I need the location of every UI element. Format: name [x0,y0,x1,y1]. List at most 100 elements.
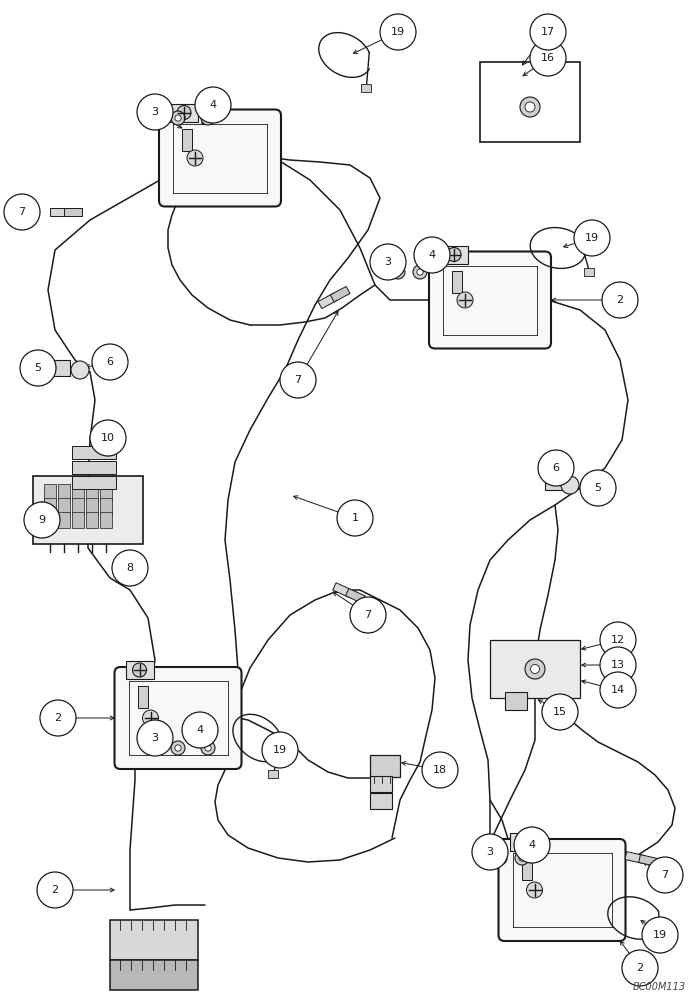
Circle shape [600,622,636,658]
Circle shape [447,247,461,261]
Circle shape [497,855,503,861]
Text: 17: 17 [541,27,555,37]
Text: 15: 15 [553,707,567,717]
Circle shape [417,269,423,275]
Circle shape [600,647,636,683]
Circle shape [530,14,566,50]
Circle shape [370,244,406,280]
Circle shape [530,664,539,674]
Circle shape [262,732,298,768]
Bar [86,512,98,528]
Bar [370,776,392,792]
Bar [50,360,70,376]
Text: 7: 7 [294,375,301,385]
Circle shape [413,265,427,279]
Bar [625,852,644,863]
Circle shape [525,659,545,679]
Bar [58,484,70,500]
Bar [58,512,70,528]
Circle shape [175,115,181,121]
Bar [110,960,198,990]
Text: 7: 7 [18,207,26,217]
Bar [657,943,667,951]
Circle shape [350,597,386,633]
Circle shape [201,111,215,125]
Bar [72,446,116,459]
Circle shape [182,712,218,748]
Text: BC00M113: BC00M113 [633,982,686,992]
Text: 6: 6 [106,357,113,367]
Circle shape [175,745,181,751]
Text: 5: 5 [35,363,42,373]
Bar [72,498,84,514]
Bar [72,476,116,489]
Bar [100,484,112,500]
Circle shape [205,115,211,121]
Text: 5: 5 [594,483,601,493]
Circle shape [530,40,566,76]
Circle shape [171,741,185,755]
Bar [86,484,98,500]
Bar [100,512,112,528]
Circle shape [642,917,678,953]
Circle shape [90,420,126,456]
Bar [452,270,462,292]
Bar [125,661,154,679]
Circle shape [561,476,579,494]
Text: 19: 19 [585,233,599,243]
Circle shape [516,835,530,849]
Text: 6: 6 [553,463,560,473]
Bar [182,128,192,150]
Circle shape [171,111,185,125]
Bar [370,793,392,809]
Bar [138,686,148,708]
Circle shape [520,97,540,117]
Bar [64,208,82,216]
Circle shape [395,269,401,275]
Circle shape [92,344,128,380]
Text: 16: 16 [541,53,555,63]
Bar [44,498,56,514]
Bar [585,268,594,276]
Circle shape [37,872,73,908]
Bar [505,692,527,710]
Bar [269,770,278,778]
Circle shape [519,855,525,861]
Circle shape [457,292,473,308]
Circle shape [187,150,203,166]
Circle shape [177,105,191,119]
Circle shape [525,102,535,112]
Text: 2: 2 [54,713,61,723]
Text: 9: 9 [38,515,45,525]
Text: 1: 1 [351,513,358,523]
Text: 19: 19 [273,745,287,755]
Circle shape [380,14,416,50]
Text: 18: 18 [433,765,447,775]
Circle shape [574,220,610,256]
Bar [480,62,580,142]
Text: 4: 4 [209,100,216,110]
Bar [100,498,112,514]
Text: 4: 4 [528,840,535,850]
Text: 7: 7 [365,610,372,620]
Circle shape [132,663,146,677]
Bar [521,858,532,880]
FancyBboxPatch shape [159,109,281,207]
Circle shape [205,745,211,751]
Bar [86,498,98,514]
Circle shape [112,550,148,586]
Text: 8: 8 [127,563,134,573]
Circle shape [137,94,173,130]
Circle shape [4,194,40,230]
Circle shape [580,470,616,506]
Bar [58,498,70,514]
Bar [44,484,56,500]
Circle shape [493,851,507,865]
Circle shape [24,502,60,538]
Circle shape [391,265,405,279]
Bar [33,476,143,544]
Circle shape [137,720,173,756]
Text: 2: 2 [636,963,644,973]
Circle shape [514,827,550,863]
Text: 2: 2 [617,295,624,305]
